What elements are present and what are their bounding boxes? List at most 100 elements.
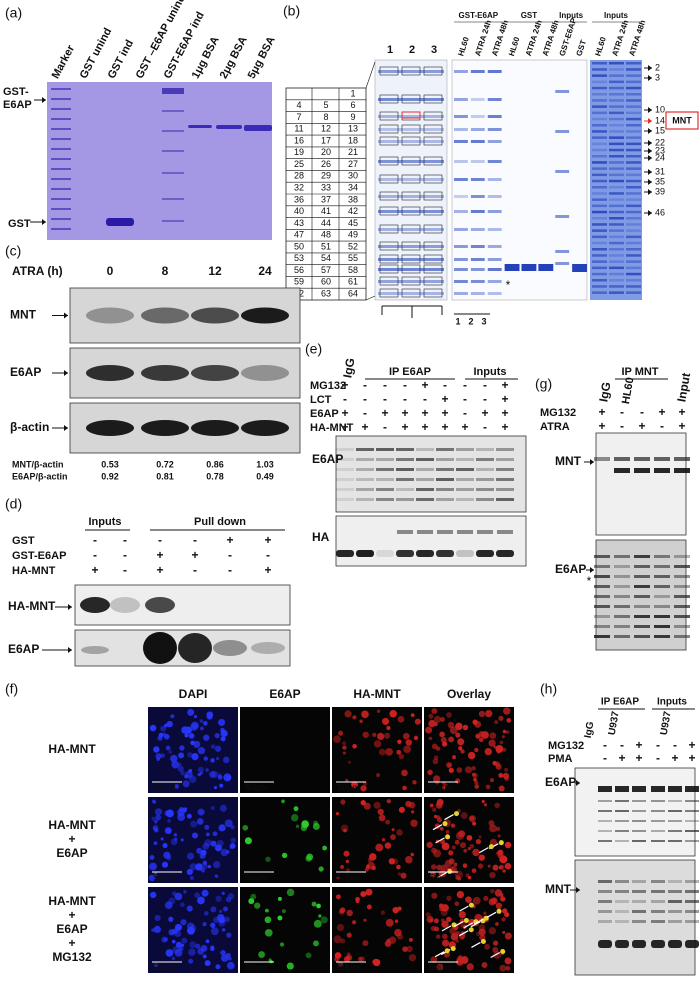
arrow	[454, 920, 464, 927]
band	[521, 264, 537, 271]
band	[476, 468, 494, 471]
band	[615, 890, 629, 893]
excised-box	[401, 241, 421, 251]
cell	[468, 927, 474, 933]
blot	[74, 584, 291, 626]
band	[609, 130, 624, 133]
band	[668, 890, 682, 893]
table-cell: 34	[348, 182, 358, 192]
table-cell: 47	[294, 230, 304, 240]
cell	[440, 864, 448, 872]
cell	[174, 949, 183, 957]
sign: +	[618, 751, 625, 765]
table-cell: 7	[296, 112, 301, 122]
band	[654, 595, 670, 598]
cell	[191, 832, 199, 839]
band	[626, 105, 641, 108]
band	[191, 307, 239, 324]
band	[470, 245, 485, 248]
scale-label: 50μm	[153, 962, 176, 972]
band	[654, 468, 670, 473]
cell	[409, 938, 413, 942]
arrow	[458, 930, 469, 937]
band	[594, 595, 610, 598]
band	[496, 498, 514, 501]
band-number: 10	[655, 104, 665, 114]
cell	[205, 768, 209, 772]
cell	[190, 721, 199, 730]
cell	[400, 872, 407, 879]
cell	[501, 735, 505, 739]
cell	[153, 872, 158, 876]
header: IP MNT	[621, 366, 658, 378]
arrow-head	[648, 179, 652, 185]
excised-box	[423, 156, 443, 166]
band	[496, 458, 514, 461]
cell	[362, 940, 369, 947]
band	[632, 810, 646, 812]
band	[592, 210, 607, 214]
cell	[471, 868, 477, 874]
cell	[373, 740, 382, 748]
cell	[372, 732, 377, 737]
cell	[340, 799, 346, 805]
cell	[472, 896, 481, 905]
band	[51, 168, 71, 170]
cell	[430, 864, 437, 870]
band	[454, 280, 468, 283]
band	[162, 172, 184, 174]
cell	[213, 917, 220, 924]
band	[626, 241, 641, 245]
band	[592, 62, 607, 65]
cell	[345, 859, 350, 864]
band	[336, 550, 354, 557]
band	[356, 488, 374, 491]
cell	[389, 709, 397, 718]
band	[555, 215, 570, 218]
sign: -	[443, 378, 447, 392]
band	[615, 830, 629, 832]
sign: +	[678, 405, 685, 419]
cell	[220, 727, 225, 733]
cell	[311, 901, 317, 907]
band	[594, 555, 610, 558]
band	[614, 625, 630, 628]
excised-box	[423, 94, 443, 104]
band	[356, 498, 374, 501]
band	[626, 99, 641, 102]
cell	[440, 839, 446, 845]
highlight-box	[401, 111, 421, 119]
band	[51, 178, 71, 180]
band	[634, 605, 650, 608]
blot-label: MNT	[10, 308, 37, 322]
time-label: 12	[208, 264, 222, 278]
ratio-value: 1.03	[256, 459, 274, 469]
cell	[385, 748, 393, 756]
lane-label: 5μg BSA	[246, 35, 278, 81]
cell	[160, 753, 166, 758]
sign: +	[421, 406, 428, 420]
cell	[495, 922, 499, 926]
cell	[170, 714, 175, 719]
band	[626, 130, 641, 133]
cell	[431, 708, 438, 715]
cell	[164, 810, 170, 816]
excised-box	[401, 224, 421, 234]
cell	[493, 897, 497, 902]
band	[674, 615, 690, 618]
cell	[376, 709, 381, 713]
cell	[502, 772, 510, 780]
cell	[210, 758, 215, 763]
band	[592, 74, 607, 77]
cell	[388, 858, 395, 865]
band	[609, 279, 624, 282]
cell	[378, 814, 386, 822]
band	[456, 498, 474, 501]
band-number: 15	[655, 125, 665, 135]
band	[487, 268, 502, 271]
sign: +	[421, 378, 428, 392]
band	[609, 254, 624, 257]
cell	[281, 799, 285, 804]
cell	[218, 824, 226, 832]
band	[626, 254, 641, 257]
